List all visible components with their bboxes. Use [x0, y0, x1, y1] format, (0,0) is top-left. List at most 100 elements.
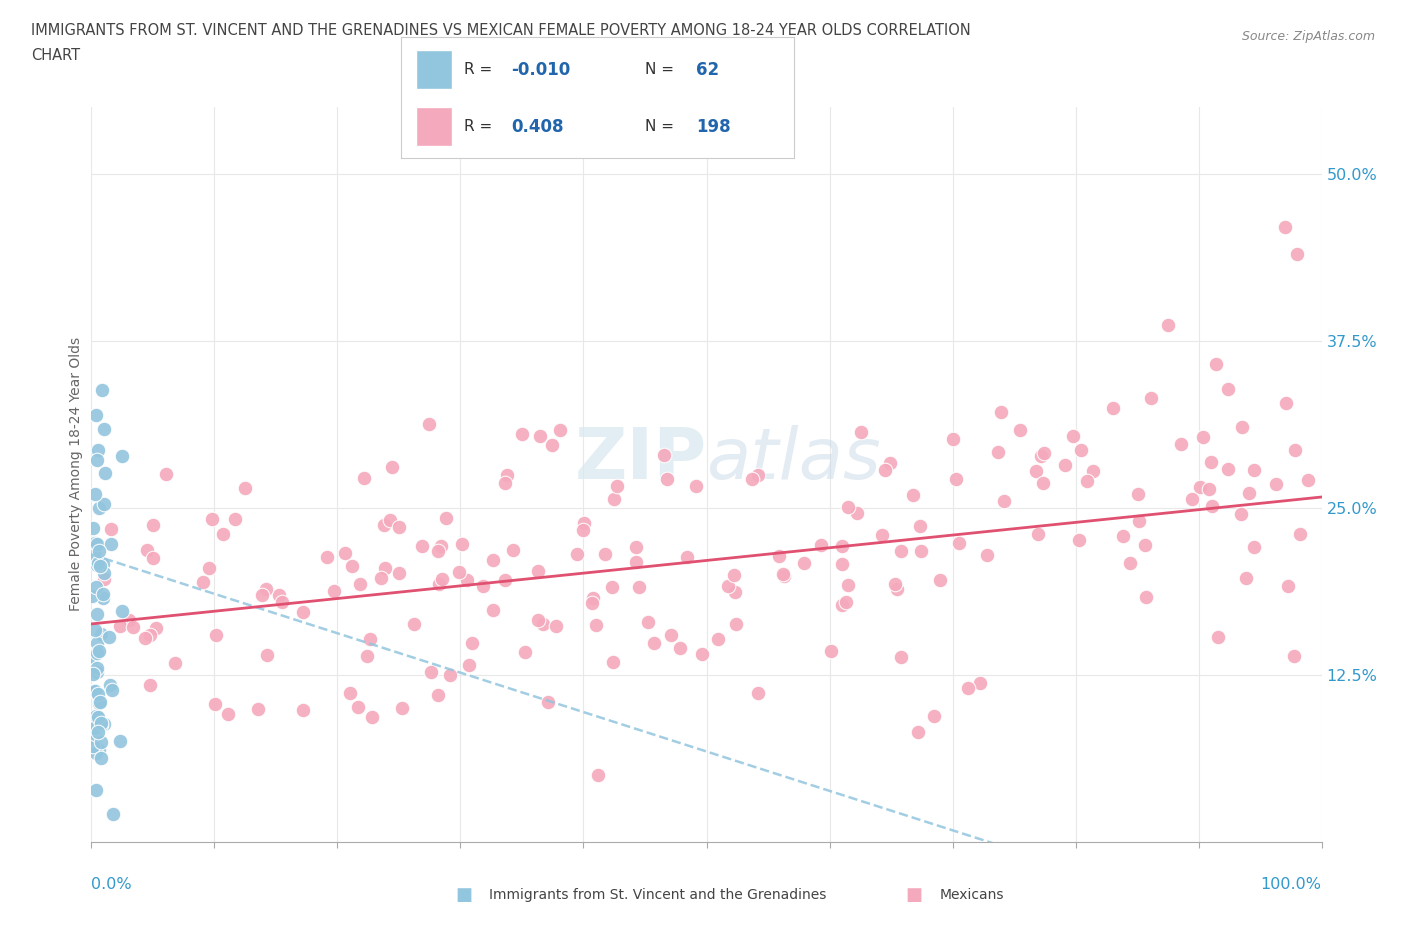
Point — [233, 481, 256, 496]
Point — [510, 426, 533, 441]
Text: Source: ZipAtlas.com: Source: ZipAtlas.com — [1241, 30, 1375, 43]
Point — [1133, 538, 1156, 552]
Point — [901, 487, 924, 502]
Point — [388, 565, 411, 580]
Point — [89, 695, 111, 710]
Point — [886, 582, 908, 597]
Text: Immigrants from St. Vincent and the Grenadines: Immigrants from St. Vincent and the Gren… — [489, 887, 827, 902]
Point — [668, 640, 690, 655]
Point — [86, 646, 108, 661]
Point — [217, 707, 239, 722]
Point — [572, 523, 595, 538]
Point — [1062, 429, 1084, 444]
Point — [100, 537, 122, 551]
Point — [315, 550, 337, 565]
Point — [1234, 570, 1257, 585]
Point — [87, 710, 110, 724]
Point — [87, 724, 110, 739]
Point — [1032, 445, 1054, 460]
Point — [1243, 462, 1265, 477]
Point — [89, 558, 111, 573]
Point — [381, 459, 404, 474]
Point — [270, 594, 292, 609]
Text: N =: N = — [645, 119, 673, 134]
Point — [82, 589, 104, 604]
Point — [1275, 395, 1298, 410]
Point — [494, 475, 516, 490]
Point — [349, 577, 371, 591]
Point — [948, 536, 970, 551]
Point — [1243, 539, 1265, 554]
Point — [430, 572, 453, 587]
Point — [1135, 590, 1157, 604]
Point — [374, 561, 396, 576]
Point — [685, 478, 707, 493]
Point — [87, 644, 110, 658]
Point — [717, 578, 740, 593]
Point — [86, 635, 108, 650]
Point — [434, 511, 457, 525]
Point — [91, 382, 114, 397]
Point — [360, 710, 382, 724]
Point — [420, 665, 443, 680]
Point — [93, 497, 115, 512]
Point — [142, 517, 165, 532]
Point — [378, 512, 401, 527]
Point — [136, 542, 159, 557]
Point — [585, 618, 607, 632]
Point — [593, 547, 616, 562]
Point — [1032, 475, 1054, 490]
Point — [292, 703, 315, 718]
Point — [1070, 443, 1092, 458]
Point — [1205, 356, 1227, 371]
Point — [724, 585, 747, 600]
Point — [82, 649, 104, 664]
Point — [86, 606, 108, 621]
Point — [883, 577, 905, 591]
Point — [513, 644, 536, 659]
Point — [108, 618, 131, 633]
Text: ZIP: ZIP — [574, 425, 706, 494]
Point — [426, 687, 449, 702]
Point — [537, 695, 560, 710]
Point — [659, 628, 682, 643]
Point — [86, 453, 108, 468]
Point — [139, 628, 162, 643]
Point — [588, 767, 610, 782]
Point — [83, 721, 105, 736]
Point — [117, 613, 139, 628]
Point — [565, 546, 588, 561]
Point — [90, 751, 112, 765]
Point — [741, 472, 763, 486]
Point — [84, 487, 107, 502]
Point — [145, 620, 167, 635]
Point — [993, 494, 1015, 509]
Point — [91, 586, 114, 601]
Point — [1199, 455, 1222, 470]
Point — [205, 628, 228, 643]
Point — [198, 560, 221, 575]
Point — [1201, 498, 1223, 513]
Point — [581, 595, 603, 610]
Point — [246, 702, 269, 717]
Point — [430, 538, 453, 553]
Point — [707, 631, 730, 646]
Point — [91, 557, 114, 572]
Point — [80, 652, 103, 667]
Point — [929, 573, 952, 588]
Point — [108, 734, 131, 749]
Point — [987, 445, 1010, 459]
Point — [93, 566, 115, 581]
Point — [359, 632, 381, 647]
Point — [163, 656, 186, 671]
Point — [1054, 458, 1077, 472]
Point — [224, 512, 246, 526]
Point — [1170, 437, 1192, 452]
Point — [86, 557, 108, 572]
Point — [527, 612, 550, 627]
Point — [1139, 391, 1161, 405]
Point — [482, 552, 505, 567]
Point — [1296, 472, 1319, 487]
Point — [602, 655, 624, 670]
Point — [87, 501, 110, 516]
